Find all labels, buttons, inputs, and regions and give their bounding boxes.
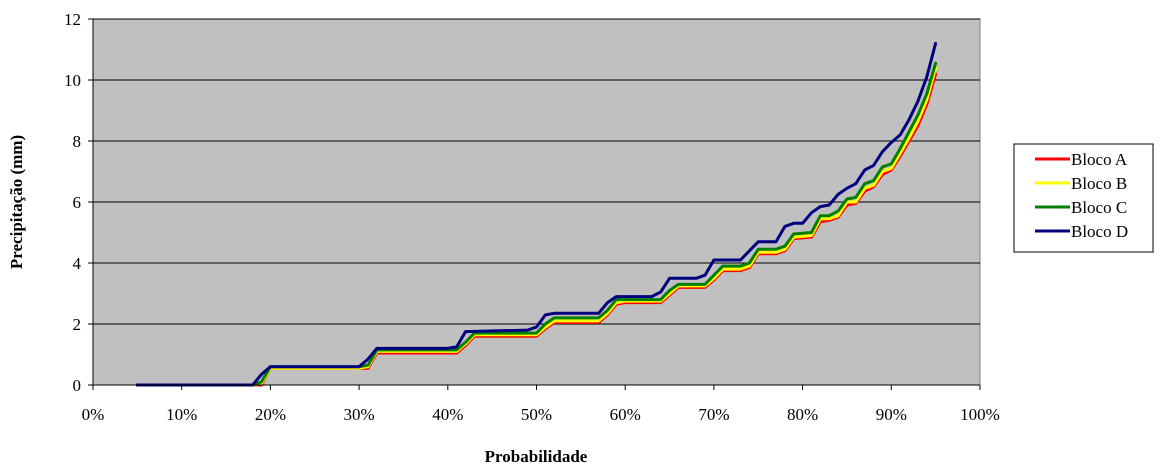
legend: Bloco A Bloco B Bloco C Bloco D (1013, 143, 1154, 253)
legend-label-4: Bloco D (1071, 222, 1128, 241)
y-tick-label: 4 (73, 254, 82, 273)
x-tick-label: 10% (166, 405, 197, 424)
x-tick-label: 100% (960, 405, 1000, 424)
grid-lines (93, 18, 980, 325)
x-axis-ticks: 0% 10% 20% 30% 40% 50% 60% 70% 80% 90% 100% (82, 385, 1000, 424)
x-tick-label: 60% (610, 405, 641, 424)
x-tick-label: 80% (787, 405, 818, 424)
x-tick-label: 30% (344, 405, 375, 424)
x-tick-label: 70% (698, 405, 729, 424)
x-tick-label: 0% (82, 405, 105, 424)
y-tick-label: 12 (64, 10, 81, 29)
y-tick-label: 10 (64, 71, 81, 90)
y-axis-title: Precipitação (mm) (7, 135, 26, 269)
series-lines (135, 41, 938, 387)
x-tick-label: 40% (432, 405, 463, 424)
y-tick-label: 8 (73, 132, 82, 151)
y-tick-label: 0 (73, 376, 82, 395)
x-axis-title: Probabilidade (485, 447, 588, 466)
series-line-3 (135, 61, 938, 387)
y-tick-label: 2 (73, 315, 82, 334)
series-line-4 (135, 41, 938, 387)
y-tick-label: 6 (73, 193, 82, 212)
legend-label-2: Bloco B (1071, 174, 1127, 193)
legend-label-1: Bloco A (1071, 150, 1128, 169)
legend-label-3: Bloco C (1071, 198, 1127, 217)
y-axis-ticks: 0 2 4 6 8 10 12 (64, 10, 94, 395)
legend-box (1013, 143, 1154, 253)
x-tick-label: 50% (521, 405, 552, 424)
x-tick-label: 90% (876, 405, 907, 424)
x-tick-label: 20% (255, 405, 286, 424)
